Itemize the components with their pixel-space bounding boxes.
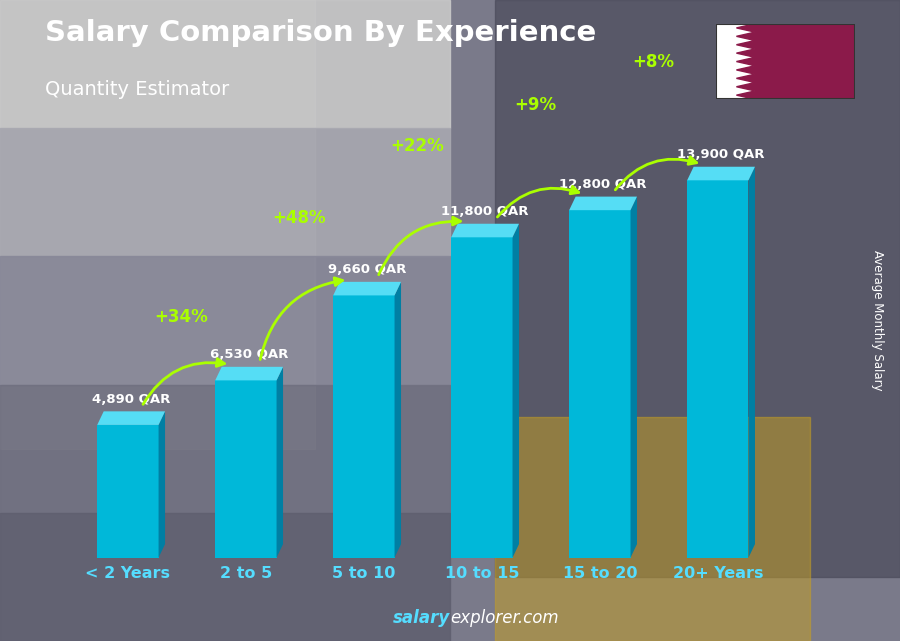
Text: explorer.com: explorer.com bbox=[450, 609, 559, 627]
Polygon shape bbox=[451, 224, 519, 237]
FancyArrowPatch shape bbox=[498, 187, 579, 217]
Bar bbox=[215, 380, 276, 558]
FancyArrowPatch shape bbox=[143, 359, 224, 404]
Text: +8%: +8% bbox=[632, 53, 674, 71]
Polygon shape bbox=[716, 24, 755, 99]
Polygon shape bbox=[215, 367, 283, 380]
Bar bbox=[495, 0, 900, 577]
Bar bbox=[333, 296, 394, 558]
Text: +48%: +48% bbox=[272, 210, 326, 228]
FancyArrowPatch shape bbox=[260, 278, 343, 360]
Text: 12,800 QAR: 12,800 QAR bbox=[559, 178, 647, 191]
Text: Quantity Estimator: Quantity Estimator bbox=[45, 80, 230, 99]
Bar bbox=[0, 0, 450, 128]
Text: 11,800 QAR: 11,800 QAR bbox=[441, 205, 529, 218]
Bar bbox=[451, 237, 512, 558]
FancyArrowPatch shape bbox=[379, 217, 461, 275]
Bar bbox=[0, 256, 450, 385]
Polygon shape bbox=[687, 167, 755, 180]
Bar bbox=[97, 425, 158, 558]
Polygon shape bbox=[333, 282, 401, 296]
Polygon shape bbox=[97, 412, 165, 425]
Text: Average Monthly Salary: Average Monthly Salary bbox=[871, 250, 884, 391]
Polygon shape bbox=[512, 224, 519, 558]
Bar bbox=[569, 210, 631, 558]
Text: 9,660 QAR: 9,660 QAR bbox=[328, 263, 406, 276]
Bar bbox=[716, 24, 755, 99]
Polygon shape bbox=[394, 282, 401, 558]
Bar bbox=[0, 513, 450, 641]
Bar bbox=[0, 385, 450, 513]
FancyArrowPatch shape bbox=[616, 157, 697, 190]
Text: 4,890 QAR: 4,890 QAR bbox=[92, 393, 170, 406]
Text: +34%: +34% bbox=[154, 308, 208, 326]
Bar bbox=[495, 417, 810, 641]
Text: 13,900 QAR: 13,900 QAR bbox=[678, 148, 765, 161]
Bar bbox=[687, 180, 749, 558]
Polygon shape bbox=[631, 197, 637, 558]
Text: Salary Comparison By Experience: Salary Comparison By Experience bbox=[45, 19, 596, 47]
Polygon shape bbox=[276, 367, 283, 558]
Polygon shape bbox=[736, 24, 855, 99]
Polygon shape bbox=[749, 167, 755, 558]
Bar bbox=[0, 0, 315, 449]
Text: salary: salary bbox=[392, 609, 450, 627]
Polygon shape bbox=[158, 412, 165, 558]
Bar bbox=[0, 128, 450, 256]
Polygon shape bbox=[569, 197, 637, 210]
Text: 6,530 QAR: 6,530 QAR bbox=[210, 348, 288, 362]
Text: +9%: +9% bbox=[514, 96, 556, 115]
Text: +22%: +22% bbox=[390, 137, 444, 155]
